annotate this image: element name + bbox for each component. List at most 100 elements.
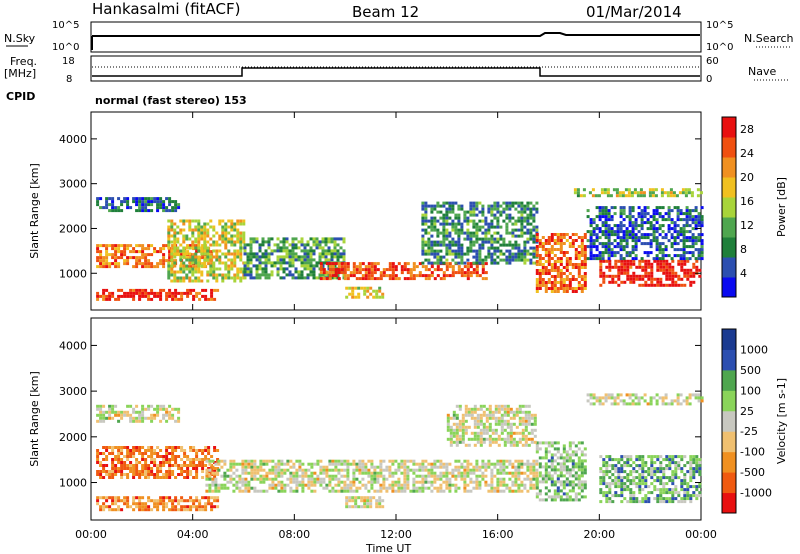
data-cell	[297, 255, 301, 259]
data-cell	[261, 237, 265, 241]
data-cell	[616, 251, 620, 255]
data-cell	[502, 468, 506, 472]
data-cell	[568, 287, 572, 290]
data-cell	[126, 256, 130, 260]
data-cell	[123, 262, 127, 266]
data-cell	[200, 273, 204, 277]
data-cell	[658, 215, 662, 219]
data-cell	[463, 231, 467, 235]
data-cell	[642, 191, 646, 195]
data-cell	[508, 249, 512, 253]
data-cell	[574, 290, 578, 293]
data-cell	[646, 236, 650, 240]
data-cell	[445, 274, 449, 278]
data-cell	[397, 477, 401, 481]
data-cell	[469, 201, 473, 205]
data-cell	[662, 283, 666, 287]
data-cell	[700, 233, 704, 237]
data-cell	[271, 486, 275, 490]
data-cell	[505, 207, 509, 211]
data-cell	[614, 262, 618, 266]
data-cell	[697, 224, 701, 228]
data-cell	[144, 502, 148, 506]
data-cell	[141, 256, 145, 260]
data-cell	[668, 455, 672, 459]
data-cell	[325, 271, 329, 275]
data-cell	[589, 236, 593, 240]
data-cell	[478, 480, 482, 484]
data-cell	[354, 505, 358, 509]
data-cell	[599, 470, 603, 474]
data-cell	[671, 268, 675, 272]
data-cell	[346, 474, 350, 478]
data-cell	[298, 465, 302, 469]
data-cell	[601, 215, 605, 219]
data-cell	[129, 464, 133, 467]
data-cell	[538, 257, 542, 260]
data-cell	[189, 461, 193, 464]
data-cell	[197, 270, 201, 274]
data-cell	[412, 268, 416, 272]
data-cell	[550, 498, 554, 502]
data-cell	[466, 219, 470, 223]
data-cell	[662, 262, 666, 266]
data-cell	[186, 455, 190, 458]
data-cell	[276, 261, 280, 265]
data-cell	[529, 231, 533, 235]
data-cell	[577, 498, 581, 502]
data-cell	[691, 245, 695, 249]
data-cell	[173, 279, 177, 283]
data-cell	[520, 465, 524, 469]
data-cell	[418, 465, 422, 469]
data-cell	[150, 458, 154, 461]
data-cell	[179, 219, 183, 223]
data-cell	[150, 288, 154, 292]
data-cell	[610, 215, 614, 219]
data-cell	[114, 250, 118, 254]
data-cell	[150, 413, 154, 417]
data-cell	[565, 450, 569, 454]
data-cell	[258, 261, 262, 265]
data-cell	[463, 489, 467, 493]
data-cell	[466, 468, 470, 472]
data-cell	[598, 396, 602, 400]
data-cell	[224, 243, 228, 247]
data-cell	[382, 477, 386, 481]
data-cell	[179, 279, 183, 283]
data-cell	[186, 505, 190, 509]
data-cell	[661, 248, 665, 252]
data-cell	[671, 473, 675, 477]
data-cell	[620, 476, 624, 480]
data-cell	[511, 243, 515, 247]
data-cell	[514, 243, 518, 247]
data-cell	[153, 464, 157, 467]
data-cell	[550, 269, 554, 272]
data-cell	[634, 239, 638, 243]
data-cell	[264, 258, 268, 262]
data-cell	[541, 477, 545, 481]
data-cell	[677, 274, 681, 278]
data-cell	[171, 455, 175, 458]
data-cell	[141, 452, 145, 455]
data-cell	[239, 255, 243, 259]
data-cell	[541, 278, 545, 281]
data-cell	[300, 270, 304, 274]
data-cell	[606, 188, 610, 192]
data-cell	[213, 467, 217, 470]
data-cell	[412, 483, 416, 487]
data-cell	[102, 464, 106, 467]
data-cell	[641, 283, 645, 287]
data-cell	[490, 489, 494, 493]
data-cell	[170, 258, 174, 262]
data-cell	[361, 268, 365, 272]
data-cell	[427, 468, 431, 472]
nave-tick-top: 60	[706, 56, 719, 67]
data-cell	[686, 497, 690, 501]
data-cell	[363, 292, 367, 296]
data-cell	[192, 464, 196, 467]
data-cell	[132, 410, 136, 414]
data-cell	[315, 276, 319, 280]
data-cell	[96, 458, 100, 461]
data-cell	[295, 471, 299, 475]
data-cell	[129, 416, 133, 420]
